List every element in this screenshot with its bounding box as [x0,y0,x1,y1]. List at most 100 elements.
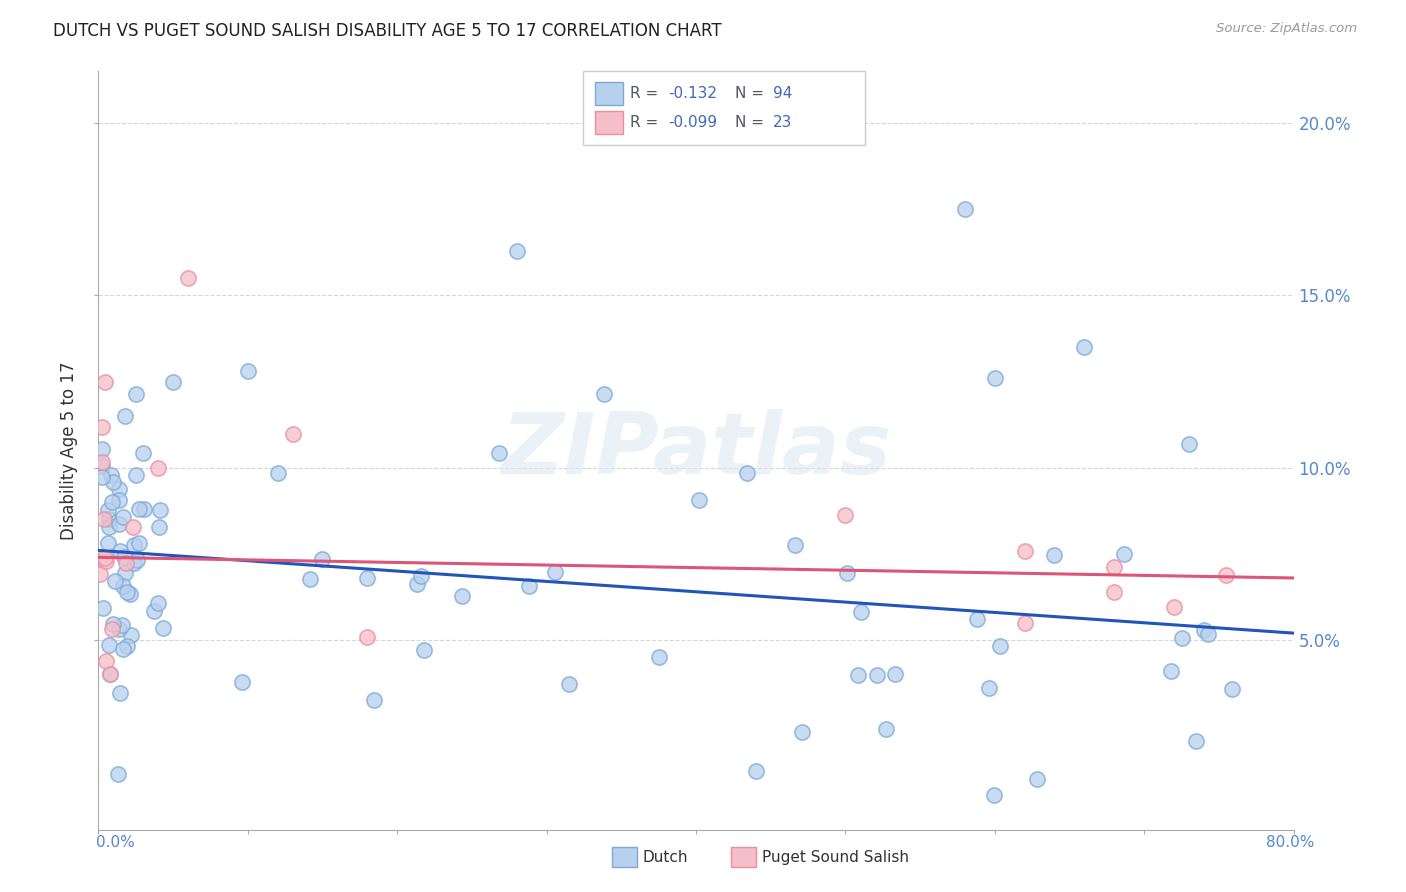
Point [108,516,131,531]
Point [1222,682,1244,697]
Point [558,676,581,690]
Point [281,426,304,441]
Point [89,566,111,581]
Point [688,492,710,507]
Point [131,446,153,460]
Point [162,375,184,389]
Point [96,503,118,517]
Point [108,492,131,507]
Point [488,446,510,460]
Point [111,618,134,632]
Point [107,766,129,780]
Point [1104,560,1126,574]
Point [91,470,114,484]
Point [94,551,117,566]
Point [311,552,333,566]
Text: N =: N = [735,87,769,101]
Point [149,503,172,517]
Point [115,639,138,653]
Point [134,502,156,516]
Point [1014,543,1036,558]
Point [91,458,114,473]
Point [1104,584,1126,599]
Text: Dutch: Dutch [643,850,688,864]
Point [835,566,858,580]
Point [593,387,616,401]
Point [108,483,131,497]
Point [363,693,385,707]
Point [866,667,889,681]
Point [1171,631,1194,645]
Point [834,508,856,522]
Point [231,675,253,690]
Point [101,495,124,509]
Point [120,628,142,642]
Point [100,467,122,482]
Point [506,244,529,258]
Point [125,387,148,401]
Point [146,596,169,610]
Text: DUTCH VS PUGET SOUND SALISH DISABILITY AGE 5 TO 17 CORRELATION CHART: DUTCH VS PUGET SOUND SALISH DISABILITY A… [53,22,723,40]
Text: -0.099: -0.099 [668,115,717,129]
Text: R =: R = [630,115,664,129]
Point [792,725,814,739]
Point [128,536,150,550]
Point [112,579,135,593]
Point [94,375,117,389]
Point [103,475,125,489]
Y-axis label: Disability Age 5 to 17: Disability Age 5 to 17 [60,361,79,540]
Point [91,600,114,615]
Point [125,467,148,482]
Point [114,409,136,424]
Point [1178,436,1201,450]
Point [1215,568,1237,582]
Point [851,605,873,619]
Point [983,788,1005,802]
Point [356,630,378,644]
Point [114,566,136,580]
Point [988,639,1011,653]
Point [97,520,120,534]
Point [1192,623,1215,637]
Point [883,666,905,681]
Point [112,642,135,657]
Point [111,510,134,524]
Point [97,638,120,652]
Point [98,666,121,681]
Point [745,764,768,778]
Point [451,589,474,603]
Point [953,202,976,217]
Point [148,460,170,475]
Point [104,574,127,589]
Point [97,512,120,526]
Text: N =: N = [735,115,769,129]
Text: R =: R = [630,87,664,101]
Point [177,271,200,285]
Text: -0.132: -0.132 [668,87,717,101]
Text: Puget Sound Salish: Puget Sound Salish [762,850,910,864]
Point [128,502,150,516]
Point [966,612,988,626]
Text: 23: 23 [773,115,793,129]
Point [519,579,541,593]
Point [1185,734,1208,748]
Point [98,667,122,681]
Point [110,685,132,699]
Point [1073,340,1095,354]
Point [1163,599,1185,614]
Point [142,605,165,619]
Point [735,466,758,480]
Text: ZIPatlas: ZIPatlas [501,409,891,492]
Point [101,622,124,636]
Point [94,654,117,668]
Point [152,621,174,635]
Point [97,536,120,550]
Point [236,364,259,378]
Point [1043,549,1066,563]
Point [977,681,1000,696]
Point [783,537,806,551]
Point [94,554,117,568]
Point [1112,547,1135,561]
Text: 0.0%: 0.0% [96,836,135,850]
Point [91,455,114,469]
